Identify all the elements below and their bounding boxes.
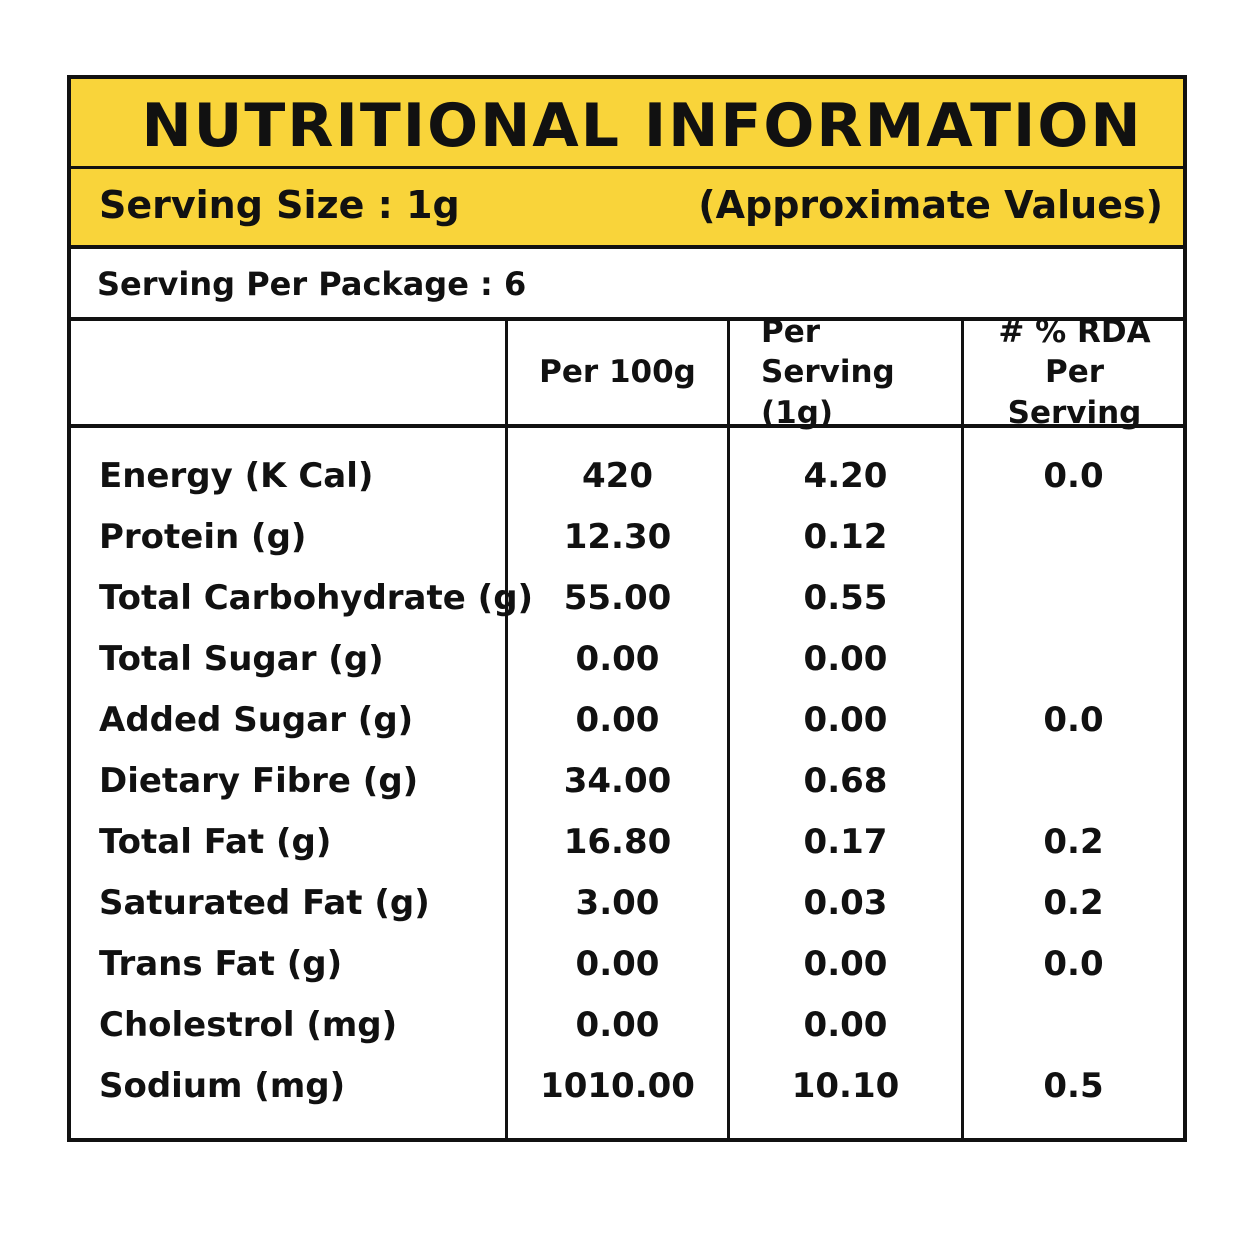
serving-per-package-row: Serving Per Package : 6 (71, 249, 1183, 321)
nutrient-name: Saturated Fat (g) (99, 882, 430, 923)
rda-value (964, 628, 1183, 689)
label-title: NUTRITIONAL INFORMATION (141, 90, 1143, 161)
per-100g-value: 0.00 (575, 1004, 660, 1045)
per-100g-value: 55.00 (563, 577, 672, 618)
nutrient-name: Energy (K Cal) (99, 455, 374, 496)
nutrient-name: Cholestrol (mg) (99, 1004, 398, 1045)
per-100g-value: 34.00 (563, 760, 672, 801)
table-header: Per 100g Per Serving (1g) # % RDA Per Se… (71, 314, 1183, 431)
table-row: Total Sugar (g) 0.00 0.00 (71, 628, 1183, 689)
table-row: Added Sugar (g) 0.00 0.00 0.0 (71, 689, 1183, 750)
table-row: Saturated Fat (g) 3.00 0.03 0.2 (71, 872, 1183, 933)
nutrient-name: Trans Fat (g) (99, 943, 343, 984)
header-nutrient (71, 321, 505, 424)
serving-size-bar: Serving Size : 1g (Approximate Values) (71, 169, 1183, 249)
header-rda: # % RDA Per Serving (998, 314, 1151, 431)
header-per-100g: Per 100g (539, 354, 696, 391)
per-100g-value: 3.00 (575, 882, 660, 923)
rda-value (964, 567, 1183, 628)
column-divider (505, 321, 508, 1138)
nutrient-name: Added Sugar (g) (99, 699, 414, 740)
column-divider (727, 321, 730, 1138)
table-row: Trans Fat (g) 0.00 0.00 0.0 (71, 933, 1183, 994)
serving-size: Serving Size : 1g (99, 183, 460, 227)
rda-value (964, 750, 1183, 811)
per-100g-value: 16.80 (563, 821, 672, 862)
nutrient-name: Total Sugar (g) (99, 638, 384, 679)
rda-value: 0.0 (1043, 943, 1104, 984)
rda-value (964, 994, 1183, 1055)
rda-value (964, 506, 1183, 567)
table-row: Protein (g) 12.30 0.12 (71, 506, 1183, 567)
table-row: Total Carbohydrate (g) 55.00 0.55 (71, 567, 1183, 628)
per-100g-value: 12.30 (563, 516, 672, 557)
nutrient-name: Dietary Fibre (g) (99, 760, 419, 801)
nutrient-table-body: Energy (K Cal) 420 4.20 0.0 Protein (g) … (71, 445, 1183, 1116)
rda-value: 0.5 (1043, 1065, 1104, 1106)
per-serving-value: 0.12 (803, 516, 888, 557)
title-bar: NUTRITIONAL INFORMATION (71, 79, 1183, 169)
serving-per-package: Serving Per Package : 6 (97, 265, 527, 303)
nutrient-name: Total Carbohydrate (g) (99, 577, 534, 618)
nutrient-name: Total Fat (g) (99, 821, 332, 862)
per-100g-value: 0.00 (575, 638, 660, 679)
per-serving-value: 0.68 (803, 760, 888, 801)
per-serving-value: 0.00 (803, 699, 888, 740)
nutrition-label: NUTRITIONAL INFORMATION Serving Size : 1… (67, 75, 1187, 1142)
per-100g-value: 0.00 (575, 699, 660, 740)
table-row: Dietary Fibre (g) 34.00 0.68 (71, 750, 1183, 811)
approximate-values-note: (Approximate Values) (698, 183, 1163, 227)
per-serving-value: 0.55 (803, 577, 888, 618)
table-row: Energy (K Cal) 420 4.20 0.0 (71, 445, 1183, 506)
per-100g-value: 1010.00 (540, 1065, 695, 1106)
per-serving-value: 0.17 (803, 821, 888, 862)
per-serving-value: 10.10 (791, 1065, 900, 1106)
per-serving-value: 4.20 (803, 455, 888, 496)
per-serving-value: 0.03 (803, 882, 888, 923)
per-serving-value: 0.00 (803, 1004, 888, 1045)
rda-value: 0.2 (1043, 882, 1104, 923)
table-row: Cholestrol (mg) 0.00 0.00 (71, 994, 1183, 1055)
per-serving-value: 0.00 (803, 638, 888, 679)
per-100g-value: 0.00 (575, 943, 660, 984)
column-divider (961, 321, 964, 1138)
per-serving-value: 0.00 (803, 943, 888, 984)
table-row: Sodium (mg) 1010.00 10.10 0.5 (71, 1055, 1183, 1116)
rda-value: 0.0 (1043, 699, 1104, 740)
nutrient-name: Protein (g) (99, 516, 307, 557)
header-per-serving: Per Serving (1g) (761, 314, 895, 431)
rda-value: 0.0 (1043, 455, 1104, 496)
rda-value: 0.2 (1043, 821, 1104, 862)
per-100g-value: 420 (582, 455, 653, 496)
table-row: Total Fat (g) 16.80 0.17 0.2 (71, 811, 1183, 872)
nutrient-name: Sodium (mg) (99, 1065, 346, 1106)
